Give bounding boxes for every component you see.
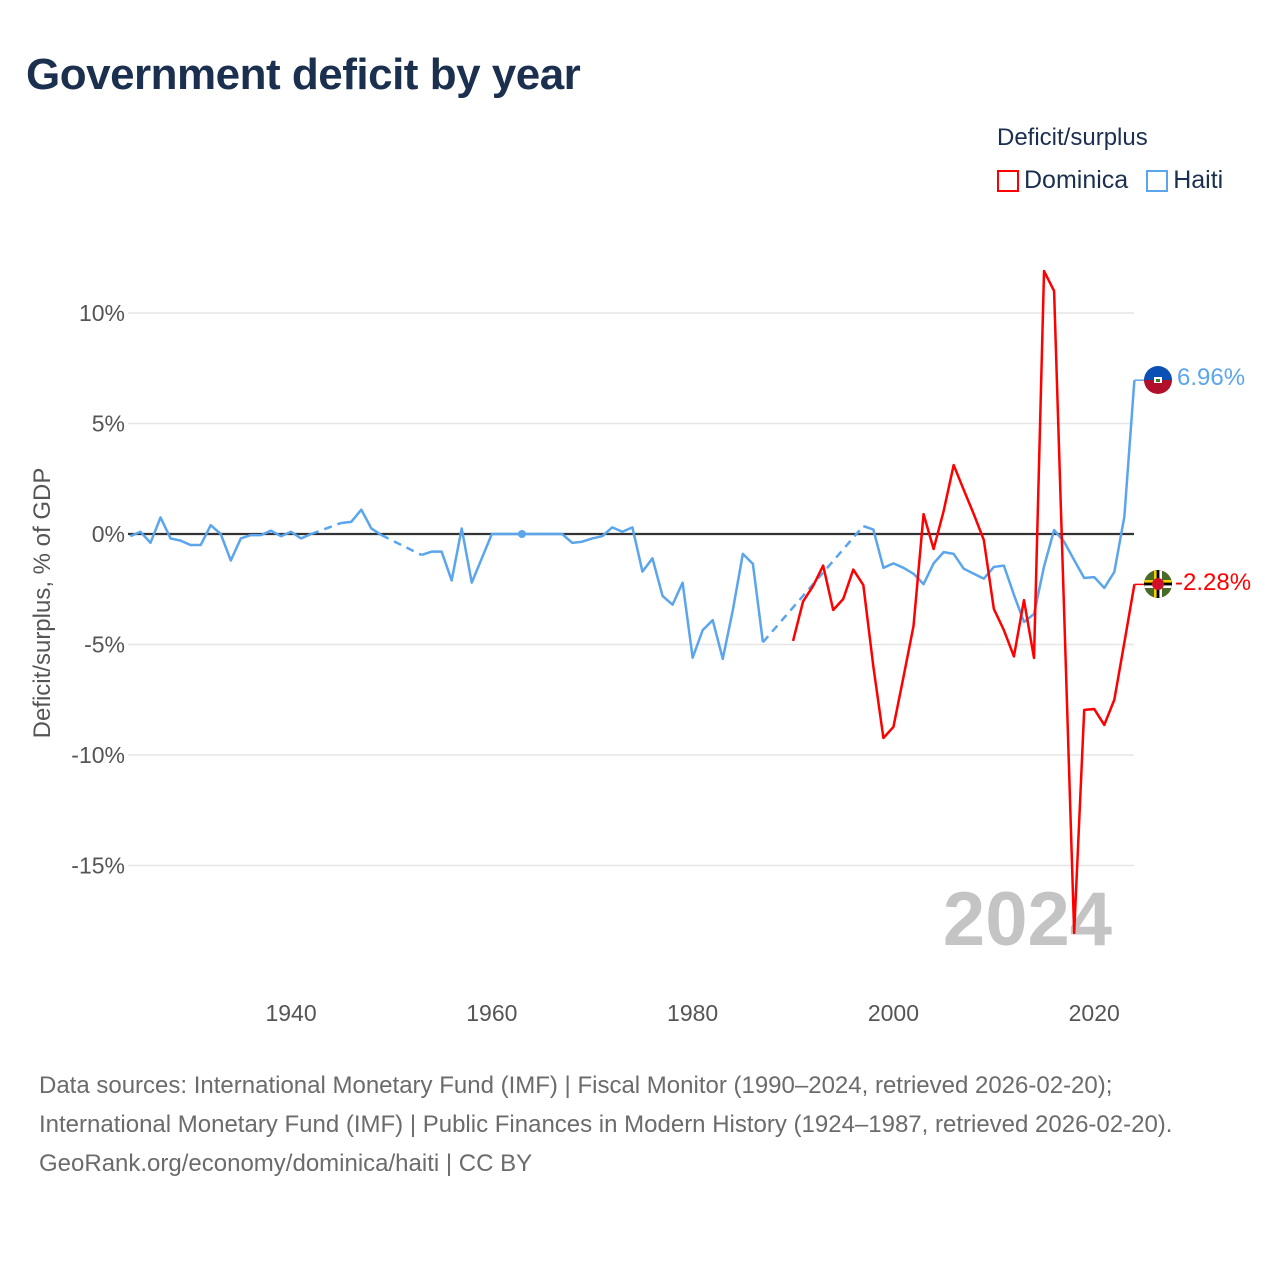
legend-swatch-haiti (1146, 169, 1169, 192)
legend: Dominica Haiti (997, 166, 1223, 195)
y-axis-ticks: 10% 5% 0% -5% -10% -15% (71, 300, 125, 879)
year-watermark: 2024 (943, 877, 1112, 962)
legend-swatch-dominica (997, 169, 1019, 192)
haiti-series-line (341, 508, 383, 537)
x-tick-label: 1960 (466, 1000, 517, 1026)
haiti-flag-icon (1144, 366, 1172, 394)
haiti-point-marker (517, 530, 526, 538)
x-tick-label: 2000 (868, 1000, 919, 1026)
dominica-end-label: -2.28% (1175, 569, 1251, 596)
legend-label-dominica: Dominica (1024, 166, 1129, 194)
chart-title: Government deficit by year (26, 50, 581, 99)
legend-title: Deficit/surplus (997, 124, 1148, 151)
y-tick-label: 5% (92, 411, 125, 437)
dominica-flag-icon (1144, 570, 1172, 598)
haiti-series-line (421, 526, 765, 661)
credit-link[interactable]: GeoRank.org/economy/dominica/haiti | CC … (39, 1150, 533, 1177)
y-tick-label: -5% (84, 632, 125, 658)
haiti-end-label: 6.96% (1177, 364, 1245, 391)
dominica-series-line (791, 269, 1136, 935)
gridlines (128, 312, 1134, 867)
legend-label-haiti: Haiti (1173, 166, 1224, 194)
x-axis-ticks: 1940 1960 1980 2000 2020 (265, 1000, 1119, 1026)
haiti-gap-dashed-line (310, 521, 342, 536)
series-lines (129, 269, 1146, 935)
y-tick-label: 0% (92, 521, 125, 547)
x-tick-label: 1940 (265, 1000, 316, 1026)
haiti-series-line (862, 380, 1136, 624)
y-axis-label: Deficit/surplus, % of GDP (29, 468, 56, 739)
y-tick-label: -15% (71, 853, 125, 879)
y-tick-label: 10% (79, 300, 125, 326)
y-tick-label: -10% (71, 742, 125, 768)
legend-item-dominica[interactable]: Dominica (997, 166, 1128, 195)
haiti-series-line (129, 516, 312, 562)
line-chart: 10%5%0%-5%-10%-15% 1940 1960 1980 2000 2020 … (29, 269, 1251, 1026)
footer: Data sources: International Monetary Fun… (39, 1066, 1239, 1183)
legend-item-haiti[interactable]: Haiti (1146, 166, 1223, 195)
data-sources: Data sources: International Monetary Fun… (39, 1072, 1173, 1138)
x-tick-label: 2020 (1069, 1000, 1120, 1026)
x-tick-label: 1980 (667, 1000, 718, 1026)
haiti-gap-dashed-line (380, 533, 423, 557)
